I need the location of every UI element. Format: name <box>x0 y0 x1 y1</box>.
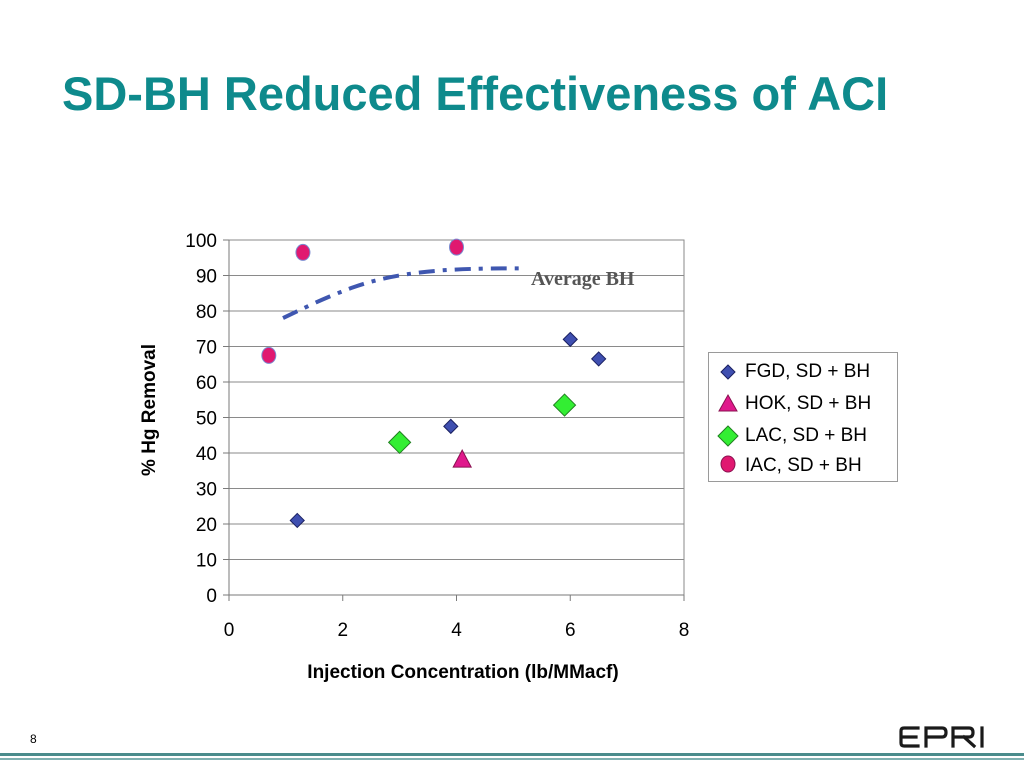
y-tick-label: 90 <box>196 267 217 288</box>
legend-label: HOK, SD + BH <box>745 393 872 414</box>
legend-marker-circle-icon <box>720 455 736 473</box>
data-point <box>289 512 305 529</box>
trend-label: Average BH <box>531 268 635 290</box>
page-number: 8 <box>30 732 37 746</box>
data-point <box>261 346 277 364</box>
y-tick-label: 30 <box>196 480 217 501</box>
footer-rule-thick <box>0 753 1024 756</box>
legend-label: FGD, SD + BH <box>745 361 871 382</box>
legend-item-hok: HOK, SD + BH <box>717 389 871 419</box>
legend-item-fgd: FGD, SD + BH <box>717 357 870 387</box>
x-tick-label: 6 <box>565 620 576 641</box>
legend-marker-diamond-icon <box>720 364 736 380</box>
slide-title: SD-BH Reduced Effectiveness of ACI <box>62 67 889 120</box>
legend-item-lac: LAC, SD + BH <box>717 421 867 451</box>
x-tick-labels: 0 2 4 6 8 <box>224 595 690 641</box>
footer-rule-thin <box>0 758 1024 760</box>
data-point <box>452 449 473 468</box>
x-tick-label: 0 <box>224 620 235 641</box>
data-point <box>552 393 577 417</box>
data-point <box>295 243 311 261</box>
y-axis-title: % Hg Removal <box>139 344 160 476</box>
y-tick-label: 60 <box>196 373 217 394</box>
x-tick-label: 4 <box>451 620 462 641</box>
legend-label: IAC, SD + BH <box>745 455 862 476</box>
y-tick-label: 80 <box>196 302 217 323</box>
x-tick-label: 2 <box>337 620 348 641</box>
x-axis-title: Injection Concentration (lb/MMacf) <box>307 662 618 683</box>
legend-item-iac: IAC, SD + BH <box>717 451 862 481</box>
chart-legend: FGD, SD + BH HOK, SD + BH LAC, SD + BH I… <box>708 352 898 482</box>
data-points <box>261 238 607 529</box>
y-tick-label: 10 <box>196 551 217 572</box>
legend-marker-large-diamond-icon <box>717 425 739 447</box>
y-tick-label: 0 <box>206 586 217 607</box>
y-tick-label: 100 <box>185 231 217 252</box>
legend-label: LAC, SD + BH <box>745 425 867 446</box>
average-bh-trend-line <box>282 266 525 320</box>
epri-logo <box>899 726 984 749</box>
data-point <box>562 331 578 348</box>
grid-lines <box>229 239 684 560</box>
x-tick-label: 8 <box>679 620 690 641</box>
data-point <box>443 418 459 435</box>
data-point <box>387 430 412 455</box>
y-tick-labels: 0 10 20 30 40 50 60 70 80 90 100 <box>185 231 229 607</box>
legend-marker-triangle-icon <box>718 393 738 412</box>
y-tick-label: 20 <box>196 515 217 536</box>
y-tick-label: 50 <box>196 409 217 430</box>
data-point <box>590 351 607 367</box>
data-point <box>449 238 464 256</box>
y-tick-label: 40 <box>196 444 217 465</box>
y-tick-label: 70 <box>196 338 217 359</box>
